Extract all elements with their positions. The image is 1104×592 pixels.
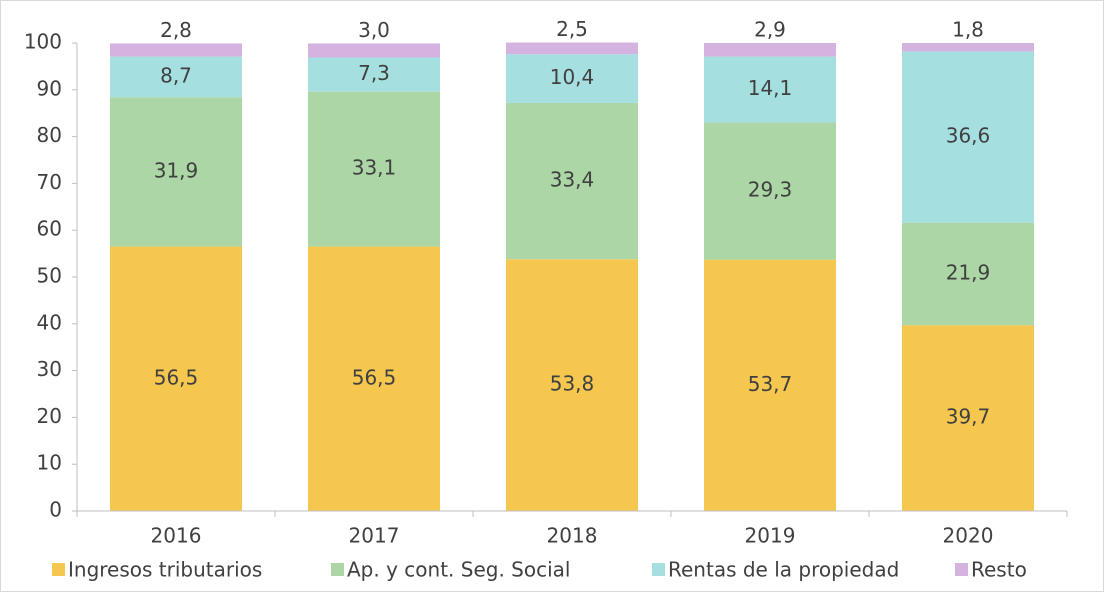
legend-swatch — [52, 563, 65, 576]
bar-segment — [110, 43, 242, 57]
bar-segment — [506, 42, 638, 55]
data-label: 2,8 — [160, 18, 192, 42]
bar-segment — [308, 91, 440, 247]
data-label: 33,1 — [352, 156, 397, 180]
data-label: 33,4 — [550, 168, 595, 192]
data-label: 3,0 — [358, 18, 390, 42]
data-label: 1,8 — [952, 18, 984, 42]
y-tick-label: 30 — [37, 357, 62, 381]
y-tick-label: 60 — [37, 217, 62, 241]
bar-segment — [506, 259, 638, 511]
data-label: 36,6 — [946, 124, 991, 148]
data-label: 29,3 — [748, 178, 793, 202]
bar-segment — [902, 43, 1034, 52]
data-label: 8,7 — [160, 63, 192, 87]
x-tick-label: 2018 — [547, 524, 598, 548]
bar-segment — [704, 43, 836, 57]
x-tick-label: 2016 — [151, 524, 202, 548]
data-label: 7,3 — [358, 61, 390, 85]
bar-segment — [110, 97, 242, 247]
data-label: 56,5 — [154, 365, 199, 389]
y-tick-label: 80 — [37, 123, 62, 147]
y-tick-label: 0 — [49, 498, 62, 522]
y-tick-label: 40 — [37, 310, 62, 334]
x-tick-label: 2020 — [943, 524, 994, 548]
y-tick-label: 70 — [37, 170, 62, 194]
data-label: 31,9 — [154, 158, 199, 182]
legend-label: Ap. y cont. Seg. Social — [347, 558, 570, 582]
bar-segment — [308, 246, 440, 511]
data-label: 21,9 — [946, 260, 991, 284]
data-label: 56,5 — [352, 365, 397, 389]
bar-segment — [704, 122, 836, 260]
bar-segment — [704, 56, 836, 123]
bar-segment — [902, 222, 1034, 326]
data-label: 14,1 — [748, 76, 793, 100]
bar-segment — [308, 43, 440, 58]
legend-swatch — [652, 563, 665, 576]
legend-label: Resto — [971, 558, 1027, 582]
bar-segment — [902, 325, 1034, 511]
bar-segment — [110, 56, 242, 98]
y-tick-label: 100 — [24, 30, 62, 54]
legend-label: Rentas de la propiedad — [668, 558, 899, 582]
bar-segment — [110, 246, 242, 511]
y-tick-label: 10 — [37, 451, 62, 475]
y-tick-label: 20 — [37, 404, 62, 428]
legend-label: Ingresos tributarios — [68, 558, 262, 582]
x-tick-label: 2019 — [745, 524, 796, 548]
data-label: 2,9 — [754, 18, 786, 42]
y-tick-label: 50 — [37, 264, 62, 288]
data-label: 53,7 — [748, 372, 793, 396]
bar-segment — [506, 54, 638, 103]
bar-segment — [506, 102, 638, 260]
data-label: 2,5 — [556, 17, 588, 41]
data-label: 10,4 — [550, 65, 595, 89]
bar-segment — [704, 259, 836, 511]
data-label: 39,7 — [946, 405, 991, 429]
legend-swatch — [331, 563, 344, 576]
x-tick-label: 2017 — [349, 524, 400, 548]
bar-segment — [308, 57, 440, 92]
data-label: 53,8 — [550, 372, 595, 396]
legend-swatch — [955, 563, 968, 576]
y-tick-label: 90 — [37, 76, 62, 100]
bar-segment — [902, 51, 1034, 223]
